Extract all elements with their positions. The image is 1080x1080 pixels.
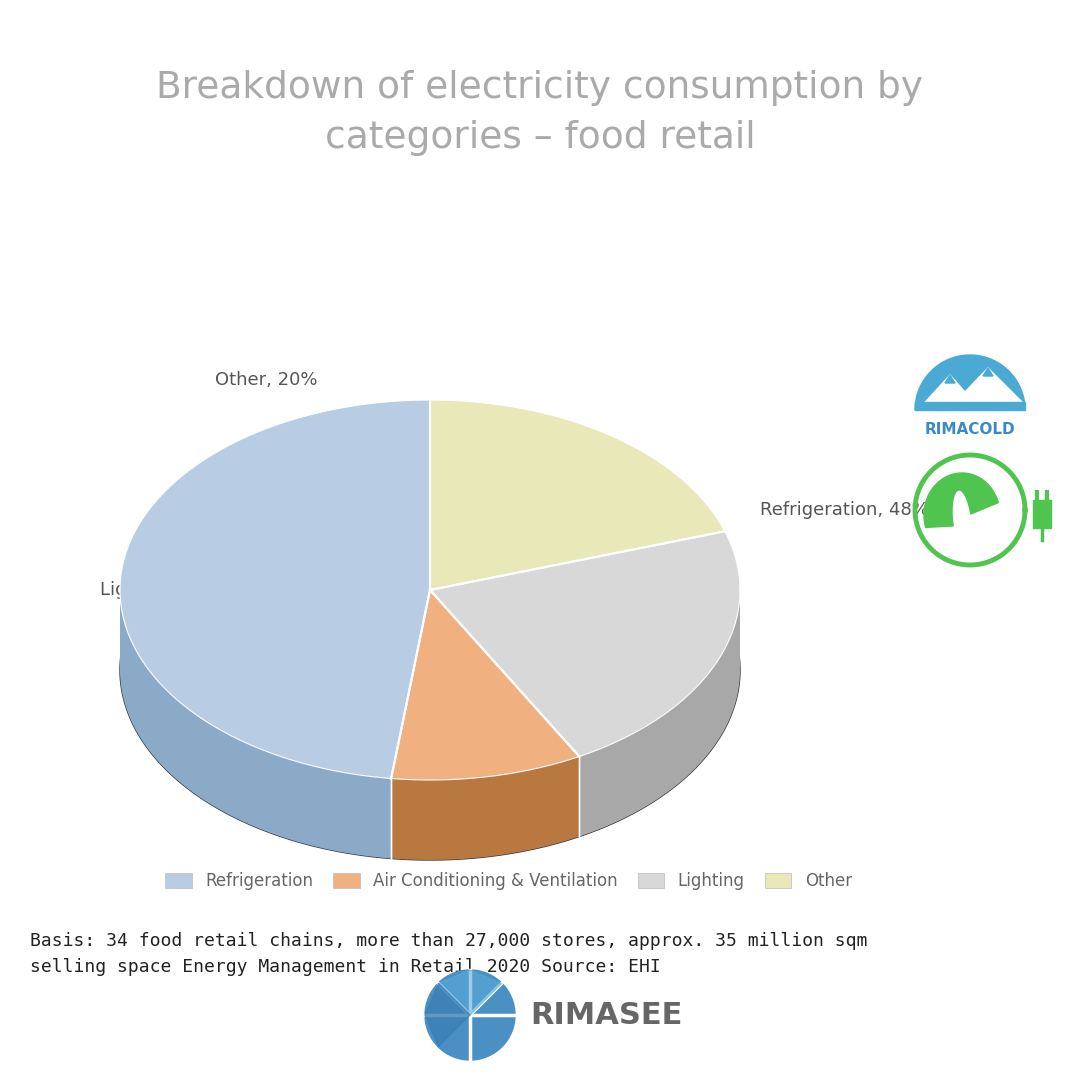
Legend: Refrigeration, Air Conditioning & Ventilation, Lighting, Other: Refrigeration, Air Conditioning & Ventil…	[159, 865, 859, 896]
Polygon shape	[915, 355, 1025, 410]
Polygon shape	[983, 368, 993, 376]
Polygon shape	[918, 368, 1022, 410]
Text: RIMACOLD: RIMACOLD	[924, 422, 1015, 437]
Polygon shape	[430, 531, 740, 756]
Polygon shape	[915, 402, 1025, 410]
Text: Air Conditioning &
Ventilation, 10%: Air Conditioning & Ventilation, 10%	[308, 795, 472, 837]
Text: Refrigeration, 48%: Refrigeration, 48%	[760, 501, 929, 519]
Polygon shape	[391, 756, 579, 860]
Polygon shape	[120, 591, 391, 859]
Polygon shape	[391, 590, 579, 780]
Polygon shape	[430, 400, 725, 590]
Polygon shape	[945, 375, 955, 383]
Polygon shape	[1032, 500, 1051, 528]
Text: RIMASEE: RIMASEE	[530, 1000, 683, 1029]
Polygon shape	[579, 590, 740, 837]
Text: Breakdown of electricity consumption by
categories – food retail: Breakdown of electricity consumption by …	[157, 70, 923, 156]
Text: Lighting, 22%: Lighting, 22%	[100, 581, 225, 599]
Polygon shape	[438, 970, 501, 1015]
Text: Other, 20%: Other, 20%	[215, 372, 318, 389]
Circle shape	[426, 970, 515, 1059]
Text: Basis: 34 food retail chains, more than 27,000 stores, approx. 35 million sqm
se: Basis: 34 food retail chains, more than …	[30, 932, 867, 976]
Polygon shape	[120, 480, 740, 860]
Polygon shape	[120, 400, 430, 779]
Polygon shape	[426, 984, 470, 1047]
Polygon shape	[924, 473, 998, 527]
